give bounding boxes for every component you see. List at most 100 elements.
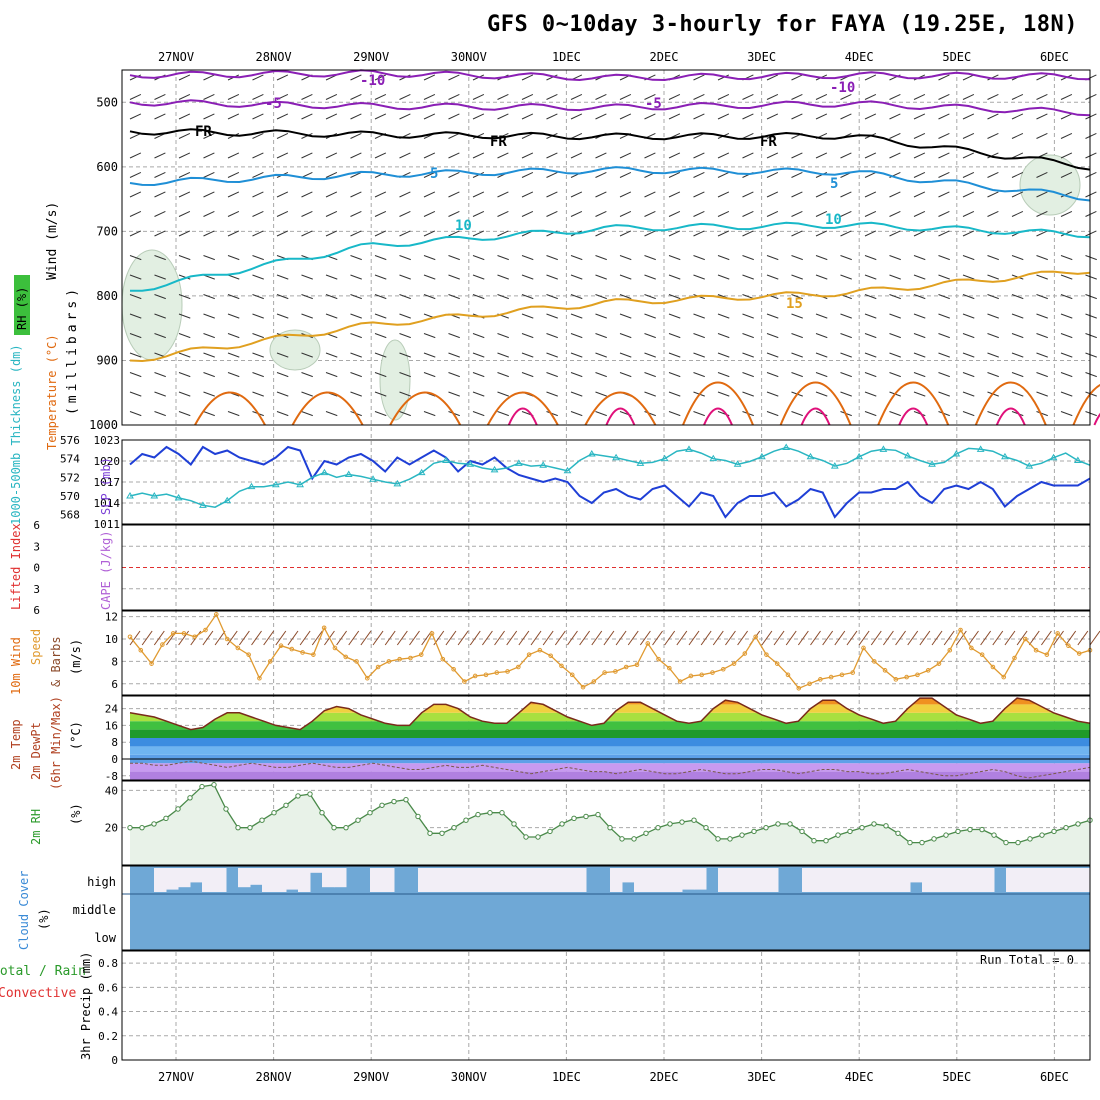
wind-barb	[791, 411, 803, 417]
wind-barb	[227, 372, 240, 378]
wind10-barb	[627, 630, 639, 646]
wind10-point	[871, 659, 877, 664]
wind-barb	[987, 191, 999, 198]
wind10-point	[731, 661, 737, 666]
wind-barb	[129, 274, 142, 280]
wind-barb	[448, 294, 460, 300]
wind-barb	[178, 74, 191, 81]
wind10-barb	[1004, 630, 1016, 646]
wind-barb	[717, 171, 730, 178]
thickness-point	[733, 460, 742, 467]
lifted-tick-label: 3	[33, 540, 40, 553]
thickness-point	[636, 459, 645, 466]
rh2m-point	[631, 836, 637, 842]
wind10-point	[580, 684, 586, 690]
contour-label: -5	[645, 96, 662, 112]
rh2m-point	[175, 806, 181, 812]
cloud-high-gap	[1054, 868, 1067, 892]
wind-barb	[693, 230, 705, 237]
wind-barb	[1011, 113, 1024, 120]
wind-barb	[570, 333, 583, 339]
wind-barb	[570, 93, 583, 100]
wind-barb	[448, 352, 460, 358]
slp-tick-label: 1020	[94, 455, 121, 468]
wind10-barb	[445, 630, 457, 646]
cloud-high-gap	[694, 868, 707, 890]
wind-barb	[1085, 93, 1097, 100]
panel-frame	[121, 780, 1091, 866]
wind-barb	[1085, 294, 1097, 300]
wind-barb	[178, 93, 191, 100]
wind-barb	[203, 191, 215, 198]
wind-barb	[301, 313, 313, 319]
wind-barb	[521, 372, 534, 378]
wind-barb	[595, 372, 607, 378]
wind-barb	[521, 191, 534, 198]
wind-barb	[178, 294, 191, 300]
cloud-high-gap	[1018, 868, 1031, 892]
wind-barb	[325, 411, 338, 417]
wind-barb	[276, 152, 289, 159]
wind-barb	[350, 132, 362, 139]
wind10-barb	[263, 630, 275, 646]
wind-barb	[840, 372, 852, 378]
wind-barb	[1060, 152, 1073, 159]
rh2m-point	[847, 828, 853, 835]
cloud-high-gap	[550, 868, 563, 892]
wind-barb	[423, 352, 436, 358]
wind-barb	[374, 333, 387, 339]
wind-barb	[472, 294, 485, 300]
wind-barb	[570, 313, 583, 319]
cloud-high-gap	[730, 868, 743, 892]
rh2m-point	[571, 815, 577, 822]
wind-barb	[962, 113, 975, 120]
pressure-tick-label: 800	[96, 289, 118, 303]
wind-barb	[668, 113, 681, 120]
precip-tick-label: 0.2	[98, 1030, 118, 1043]
cloud-high-gap	[1066, 868, 1079, 892]
wind-barb	[472, 230, 485, 237]
wind-barb	[203, 255, 215, 261]
wind-barb	[252, 313, 264, 319]
thickness-point	[271, 480, 280, 488]
date-label-bottom: 6DEC	[1040, 1070, 1069, 1084]
wind-barb	[1011, 313, 1024, 319]
wind-barb	[570, 191, 583, 198]
date-label-top: 3DEC	[747, 50, 776, 64]
cloud-high-gap	[1006, 868, 1019, 892]
cloud-high-gap	[154, 868, 167, 892]
wind-barb	[570, 411, 583, 417]
wind10-barb	[955, 630, 967, 646]
wind-barb	[154, 210, 166, 217]
wind10-point	[774, 661, 780, 666]
wind-barb	[472, 274, 485, 280]
rh-shading	[269, 329, 321, 371]
wind-barb	[178, 171, 191, 178]
wind-barb	[399, 352, 411, 358]
wind-barb	[154, 255, 166, 261]
wind-barb	[350, 372, 362, 378]
date-label-bottom: 27NOV	[158, 1070, 194, 1084]
wind10-barb	[275, 630, 287, 646]
wind-barb	[1036, 230, 1048, 237]
temp-band	[130, 729, 1090, 738]
wind-barb	[864, 333, 877, 339]
wind10-barb	[1016, 630, 1028, 646]
wind-barb	[766, 255, 779, 261]
wind10-point	[483, 672, 489, 678]
wind-barb	[766, 372, 779, 378]
wind-barb	[448, 171, 460, 178]
cloud-high-gap	[682, 868, 695, 890]
wind10-point	[591, 679, 597, 684]
wind-barb	[693, 255, 705, 261]
wind-barb	[864, 171, 877, 178]
wind-barb	[227, 255, 240, 261]
wind-barb	[987, 352, 999, 358]
wind-barb	[178, 113, 191, 120]
thickness-tick-label: 572	[60, 471, 80, 484]
wind-barb	[717, 210, 730, 217]
wind-barb	[791, 313, 803, 319]
wind10-point	[699, 672, 704, 678]
cloud-high-gap	[850, 868, 863, 892]
wind-barb	[889, 352, 901, 358]
